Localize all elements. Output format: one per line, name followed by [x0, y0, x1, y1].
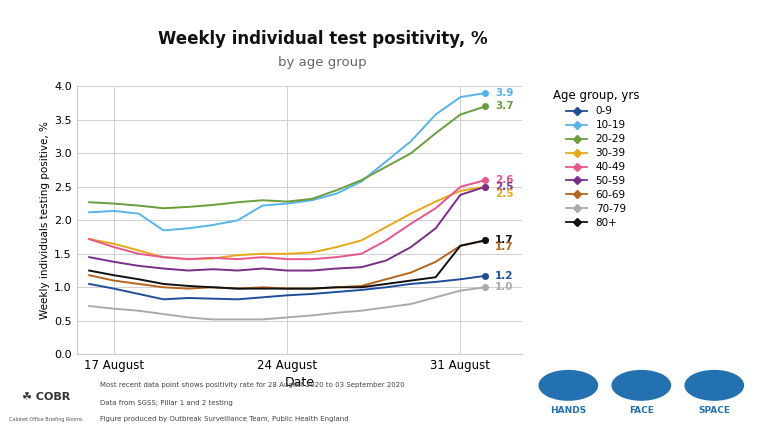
Circle shape: [612, 371, 670, 400]
Text: Cabinet Office Briefing Rooms: Cabinet Office Briefing Rooms: [9, 417, 83, 422]
Legend: 0-9, 10-19, 20-29, 30-39, 40-49, 50-59, 60-69, 70-79, 80+: 0-9, 10-19, 20-29, 30-39, 40-49, 50-59, …: [550, 86, 643, 231]
Text: 2.6: 2.6: [495, 175, 514, 185]
Circle shape: [685, 371, 743, 400]
Text: FACE: FACE: [629, 406, 654, 415]
Text: SPACE: SPACE: [698, 406, 730, 415]
Text: 3.7: 3.7: [495, 102, 514, 111]
Text: ☘ COBR: ☘ COBR: [22, 391, 70, 402]
X-axis label: Date: Date: [284, 376, 315, 389]
Text: 1.2: 1.2: [495, 271, 514, 281]
Text: HANDS: HANDS: [550, 406, 587, 415]
Circle shape: [539, 371, 598, 400]
Text: by age group: by age group: [278, 56, 367, 69]
Text: Most recent data point shows positivity rate for 28 August 2020 to 03 September : Most recent data point shows positivity …: [100, 382, 405, 388]
Text: 2.5: 2.5: [495, 188, 514, 199]
Text: 3.9: 3.9: [495, 88, 513, 98]
Text: 1.0: 1.0: [495, 282, 514, 292]
Y-axis label: Weekly individuals testing positive, %: Weekly individuals testing positive, %: [40, 121, 50, 319]
Text: 2.5: 2.5: [495, 182, 514, 192]
Text: Weekly individual test positivity, %: Weekly individual test positivity, %: [157, 30, 488, 48]
Text: Data from SGSS; Pillar 1 and 2 testing: Data from SGSS; Pillar 1 and 2 testing: [100, 400, 233, 406]
Text: 1.7: 1.7: [495, 242, 514, 252]
Text: 1.7: 1.7: [495, 235, 514, 245]
Text: Figure produced by Outbreak Surveillance Team, Public Health England: Figure produced by Outbreak Surveillance…: [100, 416, 349, 422]
